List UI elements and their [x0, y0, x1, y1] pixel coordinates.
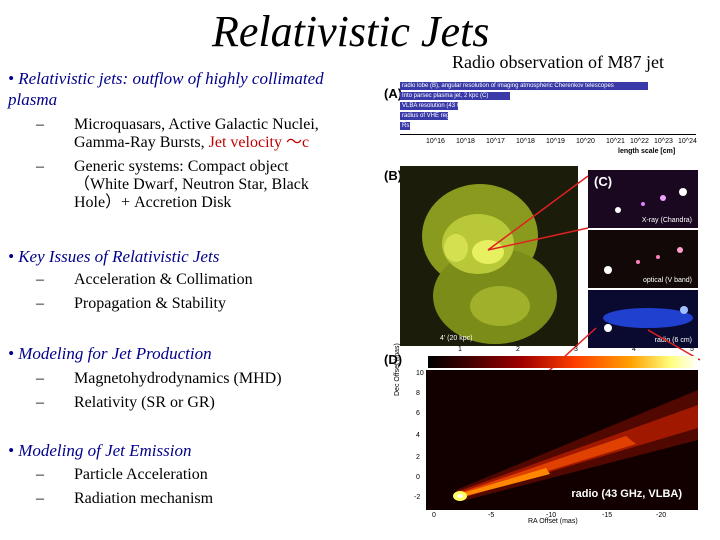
ytick: 6 [416, 410, 420, 417]
dash-marker: – [36, 271, 44, 288]
xtick: -15 [602, 512, 613, 519]
dash-marker: – [36, 466, 44, 483]
bullet-item: – Particle Acceleration [36, 466, 366, 484]
bullet-item: – Relativity (SR or GR) [36, 394, 366, 412]
dash-marker: – [36, 370, 44, 387]
bullet-item: – Magnetohydrodynamics (MHD) [36, 370, 366, 388]
vlba-radio-label: radio (43 GHz, VLBA) [571, 488, 682, 500]
bullet-text: Particle Acceleration [74, 466, 208, 483]
figure-caption: Radio observation of M87 jet [452, 52, 664, 72]
bullet-item: – Generic systems: Compact object（White … [36, 158, 366, 212]
xtick: 0 [432, 512, 436, 519]
colorbar-tick: 5 [690, 346, 694, 353]
xray-inset: (C) X-ray (Chandra) [588, 170, 698, 228]
bullet-text: Microquasars, Active Galactic Nuclei, Ga… [74, 116, 319, 151]
scale-tick: 10^16 [426, 138, 445, 145]
scale-tick: 10^17 [486, 138, 505, 145]
scale-tick: 10^21 [606, 138, 625, 145]
bullet-item: – Acceleration & Collimation [36, 271, 366, 289]
colorbar-tick: 1 [458, 346, 462, 353]
scale-tick: 10^19 [546, 138, 565, 145]
bullet-text: Magnetohydrodynamics (MHD) [74, 370, 282, 387]
galaxy-lobes [400, 166, 578, 346]
dash-marker: – [36, 158, 44, 175]
scale-tick: 10^22 [630, 138, 649, 145]
section-heading-jets: • Relativistic jets: outflow of highly c… [8, 69, 324, 109]
scale-row: Into parsec plasma jet, 2 kpc (C) [400, 92, 510, 100]
optical-jet [604, 247, 683, 274]
dec-offset-label: Dec Offset (mas) [394, 343, 401, 396]
scale-tick: 10^24 [678, 138, 697, 145]
optical-label: optical (V band) [642, 277, 692, 284]
bullet-text: Relativity (SR or GR) [74, 394, 215, 411]
xtick: -10 [546, 512, 557, 519]
bullet-text: Generic systems: Compact object（White Dw… [74, 158, 309, 211]
ytick: 0 [416, 474, 420, 481]
ytick: -2 [414, 494, 421, 501]
scale-row: radio lobe (B), angular resolution of im… [400, 82, 648, 90]
bullet-item: – Microquasars, Active Galactic Nuclei, … [36, 116, 366, 152]
scale-tick: 10^20 [576, 138, 595, 145]
bullet-item: – Radiation mechanism [36, 490, 366, 508]
bullet-item: – Propagation & Stability [36, 295, 366, 313]
xtick: -20 [656, 512, 667, 519]
bullet-text: Propagation & Stability [74, 295, 226, 312]
scale-tick: 10^18 [456, 138, 475, 145]
section-heading-jet-emission: • Modeling of Jet Emission [8, 441, 192, 460]
colorbar-tick: 2 [516, 346, 520, 353]
xray-jet [615, 188, 687, 213]
scale-xlabel: length scale [cm] [618, 148, 676, 155]
length-scale-panel: radio lobe (B), angular resolution of im… [398, 78, 698, 160]
ytick: 2 [416, 454, 420, 461]
dash-marker: – [36, 394, 44, 411]
section-heading-jet-production: • Modeling for Jet Production [8, 344, 212, 363]
jet-velocity-highlight: Jet velocity ～c [208, 134, 310, 151]
dash-marker: – [36, 116, 44, 133]
galaxy-scale-caption: 4' (20 kpc) [440, 335, 473, 342]
scale-row: radius of VHE region [400, 112, 448, 120]
vlba-jet-image: radio (43 GHz, VLBA) [426, 370, 698, 510]
colorbar [428, 356, 698, 368]
scale-row: Rs [400, 122, 410, 130]
dash-marker: – [36, 295, 44, 312]
optical-inset: optical (V band) [588, 230, 698, 288]
section-heading-key-issues: • Key Issues of Relativistic Jets [8, 247, 220, 266]
panel-label-d: (D) [384, 352, 403, 367]
scale-tick: 10^23 [654, 138, 673, 145]
scale-axis [400, 134, 696, 135]
ytick: 10 [416, 370, 424, 377]
ytick: 4 [416, 432, 420, 439]
vlba-image-panel: 1 2 3 4 5 radio (43 GHz, VLBA) Dec Offse… [394, 343, 704, 526]
bullet-text: Acceleration & Collimation [74, 271, 253, 288]
radio-6cm-label: radio (6 cm) [654, 337, 692, 344]
radio-galaxy-image: 4' (20 kpc) [400, 166, 578, 346]
colorbar-tick: 3 [574, 346, 578, 353]
xtick: -5 [488, 512, 495, 519]
radio-6cm-jet [603, 306, 693, 332]
scale-row: VLBA resolution (43 GHz) (D) [400, 102, 458, 110]
panel-label-a: (A) [384, 86, 403, 101]
slide-title: Relativistic Jets [212, 7, 490, 56]
dash-marker: – [36, 490, 44, 507]
xray-label: X-ray (Chandra) [641, 217, 692, 224]
scale-tick: 10^18 [516, 138, 535, 145]
radio-6cm-inset: radio (6 cm) [588, 290, 698, 348]
ytick: 8 [416, 390, 420, 397]
colorbar-tick: 4 [632, 346, 636, 353]
vlba-jet [426, 370, 698, 510]
ra-offset-label: RA Offset (mas) [528, 518, 578, 525]
panel-label-c: (C) [594, 174, 613, 189]
panel-label-b: (B) [384, 168, 403, 183]
bullet-text: Radiation mechanism [74, 490, 214, 507]
